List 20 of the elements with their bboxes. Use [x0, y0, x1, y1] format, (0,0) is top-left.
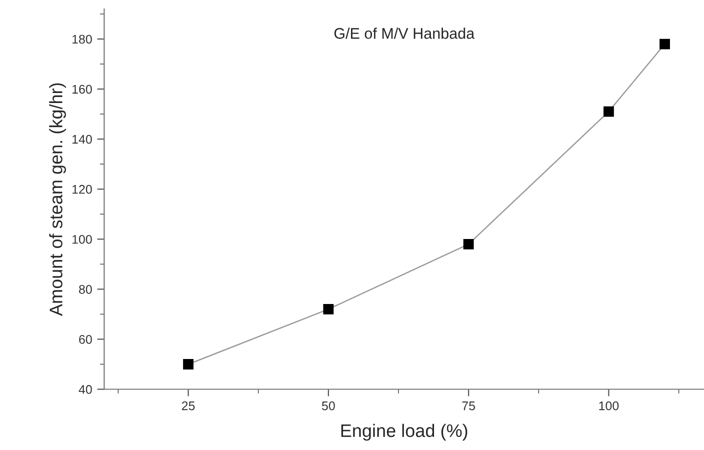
- x-tick-label: 25: [182, 401, 195, 410]
- x-axis-title: Engine load (%): [341, 424, 468, 441]
- y-tick-label: 160: [72, 84, 92, 94]
- y-tick-label: 120: [72, 184, 92, 194]
- point: [463, 238, 474, 250]
- y-tick-label: 60: [79, 335, 92, 344]
- y-tick-label: 80: [79, 284, 92, 294]
- point: [323, 304, 334, 314]
- y-tick-label: 180: [72, 34, 92, 44]
- y-tick-label: 140: [72, 134, 92, 144]
- x-tick-label: 50: [322, 401, 335, 410]
- point: [603, 106, 614, 117]
- x-tick-label: 100: [599, 401, 619, 410]
- y-tick-label: 40: [78, 385, 92, 394]
- point: [660, 38, 670, 50]
- x-tick-label: 75: [462, 402, 475, 410]
- text: G/E of M/V Hanbada: [334, 28, 475, 39]
- y-tick-label: 100: [72, 234, 92, 244]
- point: [183, 359, 194, 370]
- y-axis-title: Amount of steam gen. (kg/hr): [49, 83, 66, 316]
